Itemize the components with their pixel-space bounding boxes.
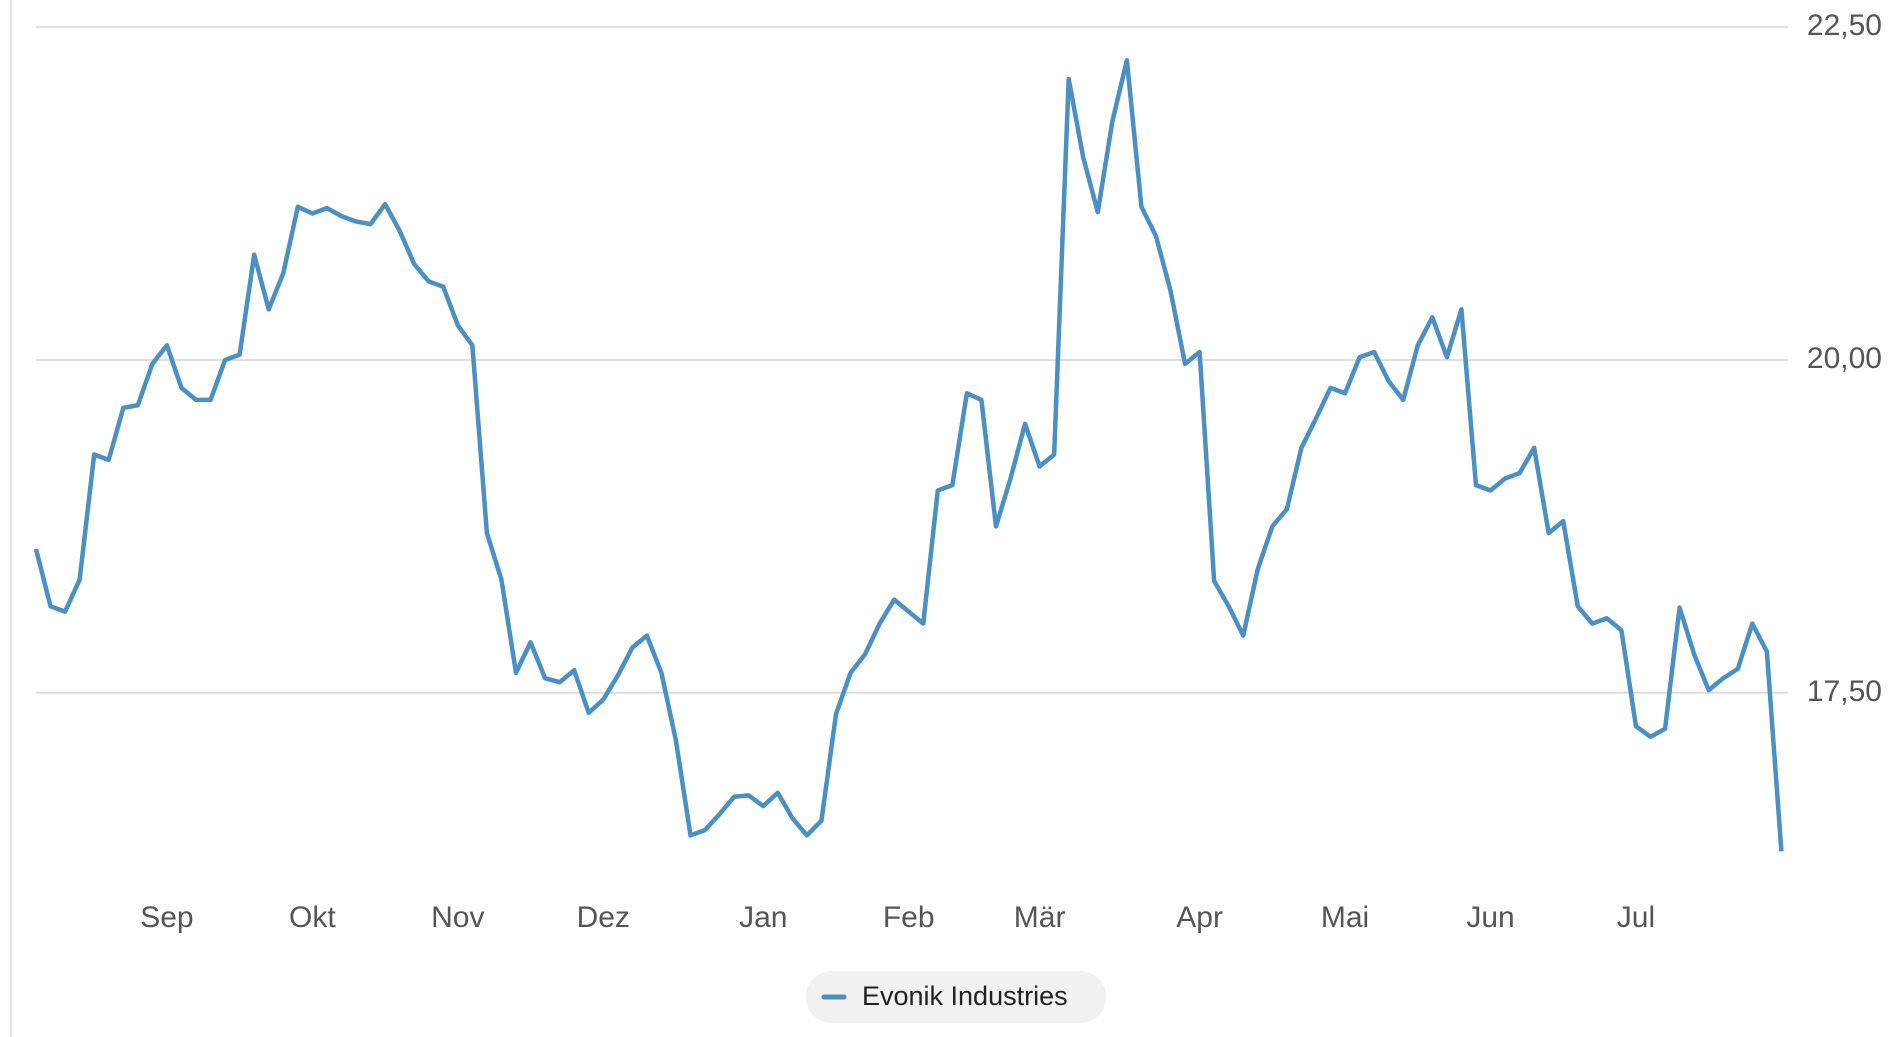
- x-tick-label: Sep: [140, 901, 193, 934]
- x-tick-label: Dez: [577, 901, 630, 934]
- y-tick-label: 20,00: [1807, 342, 1882, 375]
- data-line: [33, 58, 1784, 852]
- x-tick-label: Jan: [739, 901, 787, 934]
- y-tick-label: 22,50: [1807, 9, 1882, 42]
- x-tick-label: Jul: [1617, 901, 1655, 934]
- legend-box[interactable]: [806, 971, 1106, 1023]
- x-tick-label: Feb: [883, 901, 935, 934]
- x-tick-label: Mai: [1321, 901, 1369, 934]
- legend-label: Evonik Industries: [862, 981, 1068, 1011]
- x-tick-label: Nov: [431, 901, 484, 934]
- x-tick-label: Apr: [1176, 901, 1223, 934]
- x-tick-label: Okt: [289, 901, 336, 934]
- x-tick-label: Jun: [1466, 901, 1514, 934]
- y-tick-label: 17,50: [1807, 675, 1882, 708]
- x-tick-label: Mär: [1014, 901, 1066, 934]
